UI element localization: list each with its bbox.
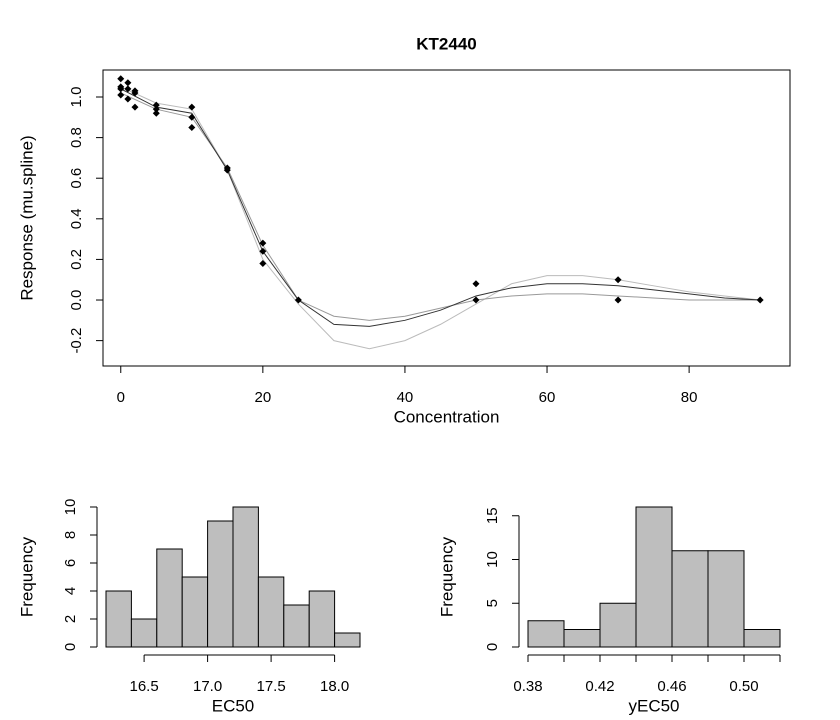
y-tick-label: 0.0 (68, 290, 85, 311)
x-tick-label: 0 (117, 389, 125, 406)
bar (130, 618, 158, 648)
y-tick-label: 5 (484, 599, 501, 607)
y-tick-label: 1.0 (68, 87, 85, 108)
bar (671, 550, 709, 648)
x-tick-label: 17.5 (256, 678, 285, 695)
y-tick-label: 0.6 (68, 168, 85, 189)
data-point (472, 296, 480, 304)
y-tick-label: 0 (62, 643, 79, 651)
data-point (259, 239, 267, 247)
x-tick-label: 18.0 (320, 678, 349, 695)
data-point (472, 280, 480, 288)
bar (308, 590, 336, 648)
bar (283, 604, 310, 648)
x-tick-label: 20 (255, 389, 272, 406)
bar (257, 576, 285, 648)
x-tick-label: 40 (397, 389, 414, 406)
x-tick-label: 60 (539, 389, 556, 406)
chart-title: KT2440 (416, 34, 476, 53)
plot-box (102, 69, 791, 367)
bar (232, 506, 259, 648)
y-tick-label: 0.2 (68, 249, 85, 270)
data-point (131, 103, 139, 111)
x-tick-label: 80 (681, 389, 698, 406)
data-point (614, 276, 622, 284)
y-tick-label: 15 (484, 507, 501, 524)
data-point (259, 259, 267, 267)
bar (599, 602, 637, 648)
x-tick-label: 0.38 (513, 678, 542, 695)
data-point (117, 75, 125, 83)
bar (563, 629, 601, 648)
data-point (188, 113, 196, 121)
y-tick-label: 10 (62, 499, 79, 516)
data-point (152, 109, 160, 117)
data-point (188, 123, 196, 131)
x-axis-label: Concentration (394, 407, 500, 426)
y-tick-label: 8 (62, 531, 79, 539)
y-tick-label: 4 (62, 587, 79, 595)
x-tick-label: 0.50 (729, 678, 758, 695)
data-point (131, 89, 139, 97)
x-tick-label: 0.42 (585, 678, 614, 695)
data-point (117, 91, 125, 99)
data-point (124, 85, 132, 93)
data-point (124, 79, 132, 87)
bar (207, 520, 234, 648)
bar (181, 576, 209, 648)
y-axis-label: Frequency (17, 536, 36, 617)
x-axis-label: EC50 (212, 696, 255, 715)
bar (334, 632, 361, 648)
x-tick-label: 0.46 (657, 678, 686, 695)
data-point (223, 166, 231, 174)
y-axis-label: Frequency (437, 536, 456, 617)
bar (707, 550, 745, 648)
bar (743, 629, 781, 648)
y-tick-label: 2 (62, 615, 79, 623)
x-axis-label: yEC50 (628, 696, 679, 715)
y-tick-label: 10 (484, 551, 501, 568)
data-point (259, 247, 267, 255)
data-point (188, 103, 196, 111)
x-tick-label: 17.0 (193, 678, 222, 695)
y-tick-label: 0.4 (68, 208, 85, 229)
data-point (152, 101, 160, 109)
data-point (756, 296, 764, 304)
y-tick-label: 0 (484, 643, 501, 651)
y-tick-label: 0.8 (68, 127, 85, 148)
bar (527, 620, 565, 648)
bar (105, 590, 132, 648)
data-point (152, 105, 160, 113)
data-point (124, 95, 132, 103)
data-point (614, 296, 622, 304)
x-tick-label: 16.5 (129, 678, 158, 695)
y-axis-label: Response (mu.spline) (17, 135, 36, 300)
data-point (117, 85, 125, 93)
y-tick-label: -0.2 (68, 328, 85, 354)
data-point (294, 296, 302, 304)
bar (635, 506, 673, 648)
y-tick-label: 6 (62, 559, 79, 567)
bar (156, 548, 183, 648)
